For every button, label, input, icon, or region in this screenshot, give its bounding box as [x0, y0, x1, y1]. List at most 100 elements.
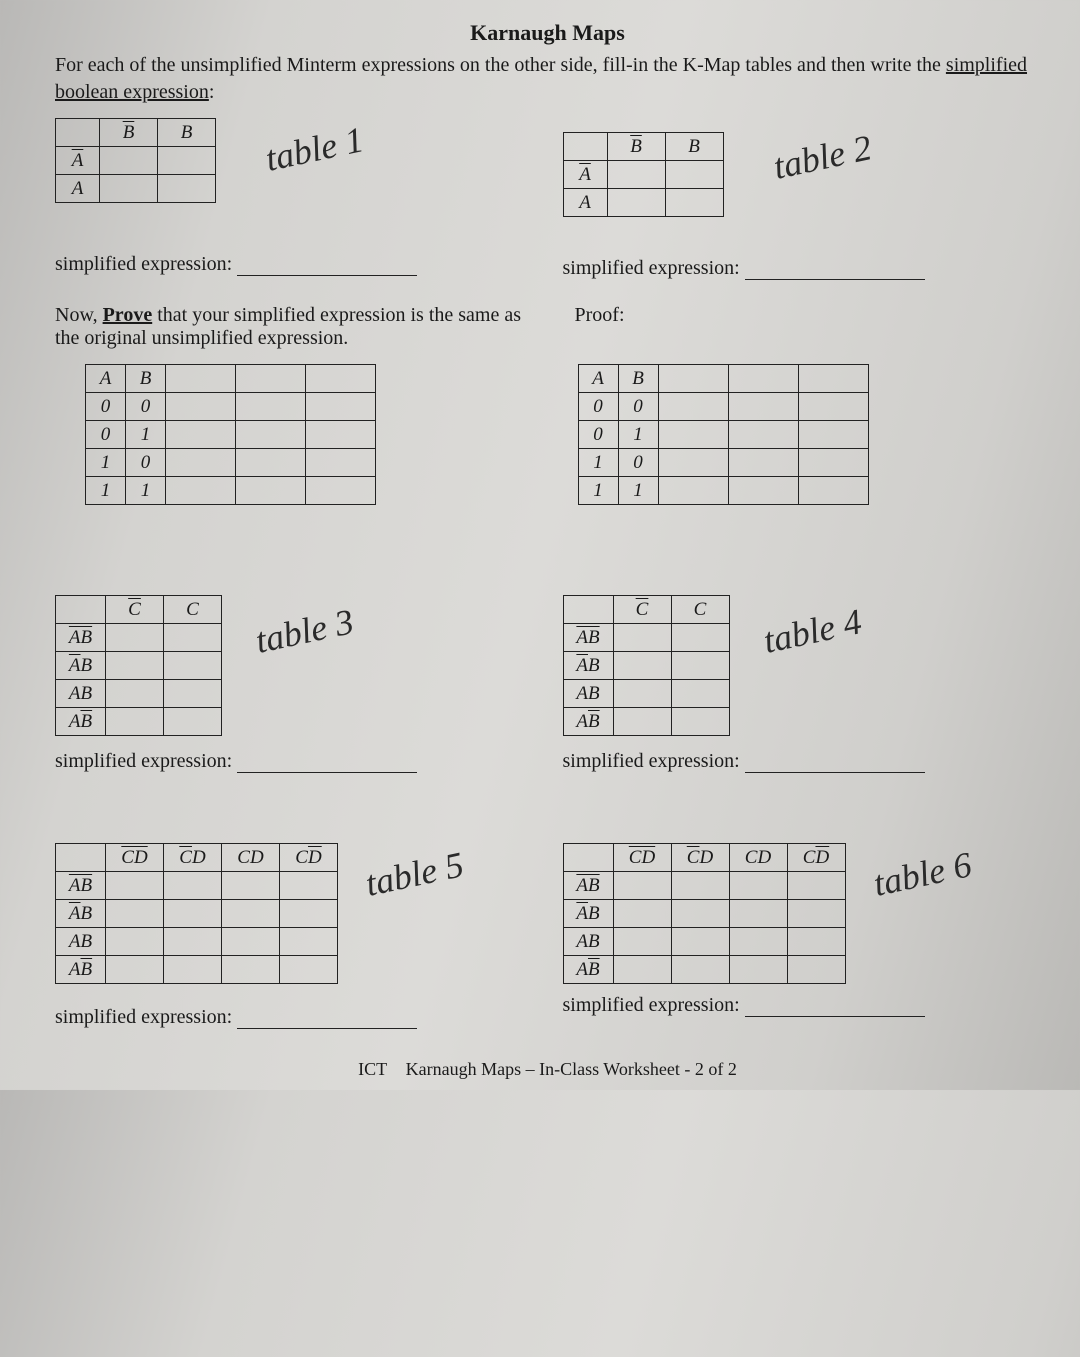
tt-cell	[306, 449, 376, 477]
cell	[729, 956, 787, 984]
hand-label-2: table 2	[769, 126, 875, 188]
table4-block: C C AB AB AB AB table 4 simplified expre…	[563, 595, 1041, 773]
simplified-3: simplified expression:	[55, 750, 533, 773]
tt-header-blank	[728, 365, 798, 393]
row-header: AB	[56, 956, 106, 984]
tt-cell	[306, 421, 376, 449]
page-footer: ICT Karnaugh Maps – In-Class Worksheet -…	[55, 1059, 1040, 1080]
row-header-Abar: A	[563, 161, 607, 189]
cell	[787, 872, 845, 900]
col-header-B: B	[158, 119, 216, 147]
cell	[106, 652, 164, 680]
tt-cell: 0	[126, 393, 166, 421]
intro-a: For each of the unsimplified Minterm exp…	[55, 54, 946, 76]
cell	[729, 872, 787, 900]
tt-cell: 0	[86, 421, 126, 449]
table3-block: C C AB AB AB AB table 3 simplified expre…	[55, 595, 533, 773]
tt-header-blank	[306, 365, 376, 393]
footer-a: ICT	[358, 1059, 387, 1079]
tt-cell	[166, 477, 236, 505]
simplified-label: simplified expression:	[55, 1006, 232, 1028]
row-header: AB	[56, 928, 106, 956]
truth-table-2: A B 00 01 10 11	[578, 364, 869, 505]
cell	[106, 900, 164, 928]
kmap-table-4: C C AB AB AB AB	[563, 595, 730, 736]
cell	[613, 900, 671, 928]
tt-cell	[728, 421, 798, 449]
truth-table-1: A B 00 01 10 11	[85, 364, 376, 505]
row-header: AB	[563, 708, 613, 736]
kmap-table-3: C C AB AB AB AB	[55, 595, 222, 736]
tt-header-B: B	[618, 365, 658, 393]
table2-block: B B A A table 2 simplified expression:	[563, 118, 1041, 280]
tt-cell	[306, 477, 376, 505]
cell	[222, 956, 280, 984]
tt-cell	[658, 393, 728, 421]
tt-header-A: A	[578, 365, 618, 393]
cell	[158, 175, 216, 203]
truth-table-2-block: A B 00 01 10 11	[578, 364, 1041, 505]
tt-cell	[798, 393, 868, 421]
tt-cell: 1	[578, 477, 618, 505]
cell	[671, 872, 729, 900]
cell	[106, 928, 164, 956]
simplified-6: simplified expression:	[563, 994, 1041, 1017]
tt-cell	[728, 449, 798, 477]
intro-text: For each of the unsimplified Minterm exp…	[55, 52, 1040, 106]
cell	[280, 928, 338, 956]
prove-text: Now, Prove that your simplified expressi…	[55, 304, 533, 350]
footer-b: Karnaugh Maps – In-Class Worksheet - 2 o…	[406, 1059, 737, 1079]
tt-cell: 0	[86, 393, 126, 421]
cell	[665, 161, 723, 189]
tt-cell: 1	[578, 449, 618, 477]
cell	[665, 189, 723, 217]
cell	[106, 872, 164, 900]
cell	[671, 624, 729, 652]
cell	[280, 956, 338, 984]
cell	[671, 900, 729, 928]
cell	[106, 956, 164, 984]
page-title: Karnaugh Maps	[55, 20, 1040, 46]
kmap-table-5: CD CCD CD CD AB AB AB AB	[55, 843, 338, 984]
cell	[222, 928, 280, 956]
tt-cell: 0	[618, 393, 658, 421]
tt-cell: 1	[618, 477, 658, 505]
simplified-label: simplified expression:	[563, 750, 740, 772]
row-header: AB	[563, 680, 613, 708]
cell	[164, 708, 222, 736]
cell	[671, 956, 729, 984]
cell	[164, 624, 222, 652]
proof-label: Proof:	[575, 304, 625, 326]
blank-line	[745, 755, 925, 773]
cell	[787, 956, 845, 984]
row-header: AB	[563, 652, 613, 680]
proof-label-col: Proof:	[563, 304, 1041, 350]
table5-block: CD CCD CD CD AB AB AB AB table 5 simplif…	[55, 843, 533, 1029]
cell	[100, 175, 158, 203]
tt-cell	[798, 449, 868, 477]
cell	[222, 872, 280, 900]
cell	[164, 872, 222, 900]
tt-cell: 0	[578, 421, 618, 449]
tt-cell	[658, 477, 728, 505]
row-header: AB	[563, 956, 613, 984]
table6-block: CD CD CD CD AB AB AB AB table 6 simplifi…	[563, 843, 1041, 1029]
cell	[787, 900, 845, 928]
cell	[787, 928, 845, 956]
tt-cell	[236, 421, 306, 449]
col-header: CD	[613, 844, 671, 872]
col-header-C: C	[671, 596, 729, 624]
tt-cell	[798, 477, 868, 505]
tt-header-blank	[658, 365, 728, 393]
tt-cell	[166, 421, 236, 449]
cell	[613, 680, 671, 708]
prove-u: Prove	[103, 304, 153, 326]
tt-cell: 1	[86, 477, 126, 505]
cell	[106, 680, 164, 708]
tt-cell	[658, 421, 728, 449]
hand-label-5: table 5	[362, 843, 468, 905]
simplified-2: simplified expression:	[563, 257, 1041, 280]
cell	[100, 147, 158, 175]
tt-header-B: B	[126, 365, 166, 393]
cell	[607, 161, 665, 189]
